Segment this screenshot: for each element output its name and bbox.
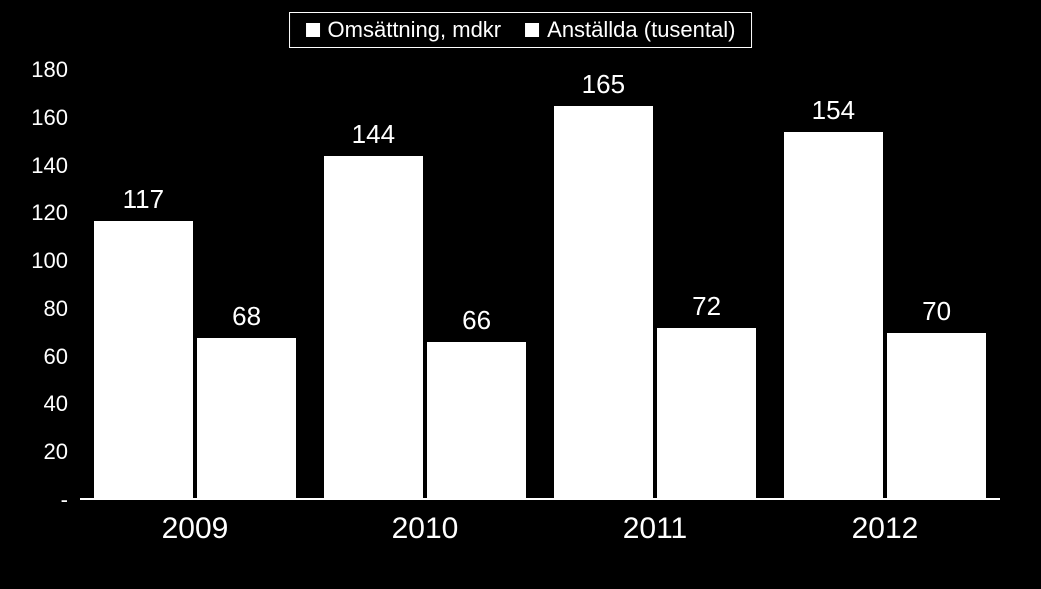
y-axis-tick-label: 120 [31, 200, 80, 226]
bar-group: 201116572 [554, 70, 756, 500]
chart-container: Omsättning, mdkr Anställda (tusental) -2… [0, 0, 1041, 589]
y-axis-tick-label: 20 [44, 439, 80, 465]
bar: 117 [94, 221, 193, 501]
bar-group: 200911768 [94, 70, 296, 500]
y-axis-tick-label: - [61, 487, 80, 513]
bar: 70 [887, 333, 986, 500]
x-axis-category-label: 2010 [392, 512, 459, 546]
bar-data-label: 66 [462, 305, 491, 336]
x-axis-category-label: 2012 [852, 512, 919, 546]
bar: 144 [324, 156, 423, 500]
y-axis-tick-label: 140 [31, 153, 80, 179]
bar: 68 [197, 338, 296, 500]
y-axis-tick-label: 80 [44, 296, 80, 322]
bar: 72 [657, 328, 756, 500]
y-axis-tick-label: 180 [31, 57, 80, 83]
legend-item-series-2: Anställda (tusental) [525, 17, 735, 43]
bar: 154 [784, 132, 883, 500]
bar-data-label: 68 [232, 301, 261, 332]
bar-group: 201014466 [324, 70, 526, 500]
y-axis-tick-label: 40 [44, 391, 80, 417]
bar-group: 201215470 [784, 70, 986, 500]
bar-data-label: 165 [582, 69, 625, 100]
legend-label-2: Anställda (tusental) [547, 17, 735, 43]
bar: 165 [554, 106, 653, 500]
legend-item-series-1: Omsättning, mdkr [306, 17, 502, 43]
bar-data-label: 70 [922, 296, 951, 327]
bar: 66 [427, 342, 526, 500]
y-axis-tick-label: 160 [31, 105, 80, 131]
plot-area: -204060801001201401601802009117682010144… [80, 70, 1000, 500]
legend-label-1: Omsättning, mdkr [328, 17, 502, 43]
x-axis-category-label: 2011 [623, 512, 688, 546]
y-axis-tick-label: 100 [31, 248, 80, 274]
bar-data-label: 154 [812, 95, 855, 126]
bar-data-label: 144 [352, 119, 395, 150]
legend-swatch-2 [525, 23, 539, 37]
legend-swatch-1 [306, 23, 320, 37]
legend: Omsättning, mdkr Anställda (tusental) [289, 12, 753, 48]
y-axis-tick-label: 60 [44, 344, 80, 370]
x-axis-category-label: 2009 [162, 512, 229, 546]
bar-data-label: 72 [692, 291, 721, 322]
bar-data-label: 117 [123, 184, 164, 215]
